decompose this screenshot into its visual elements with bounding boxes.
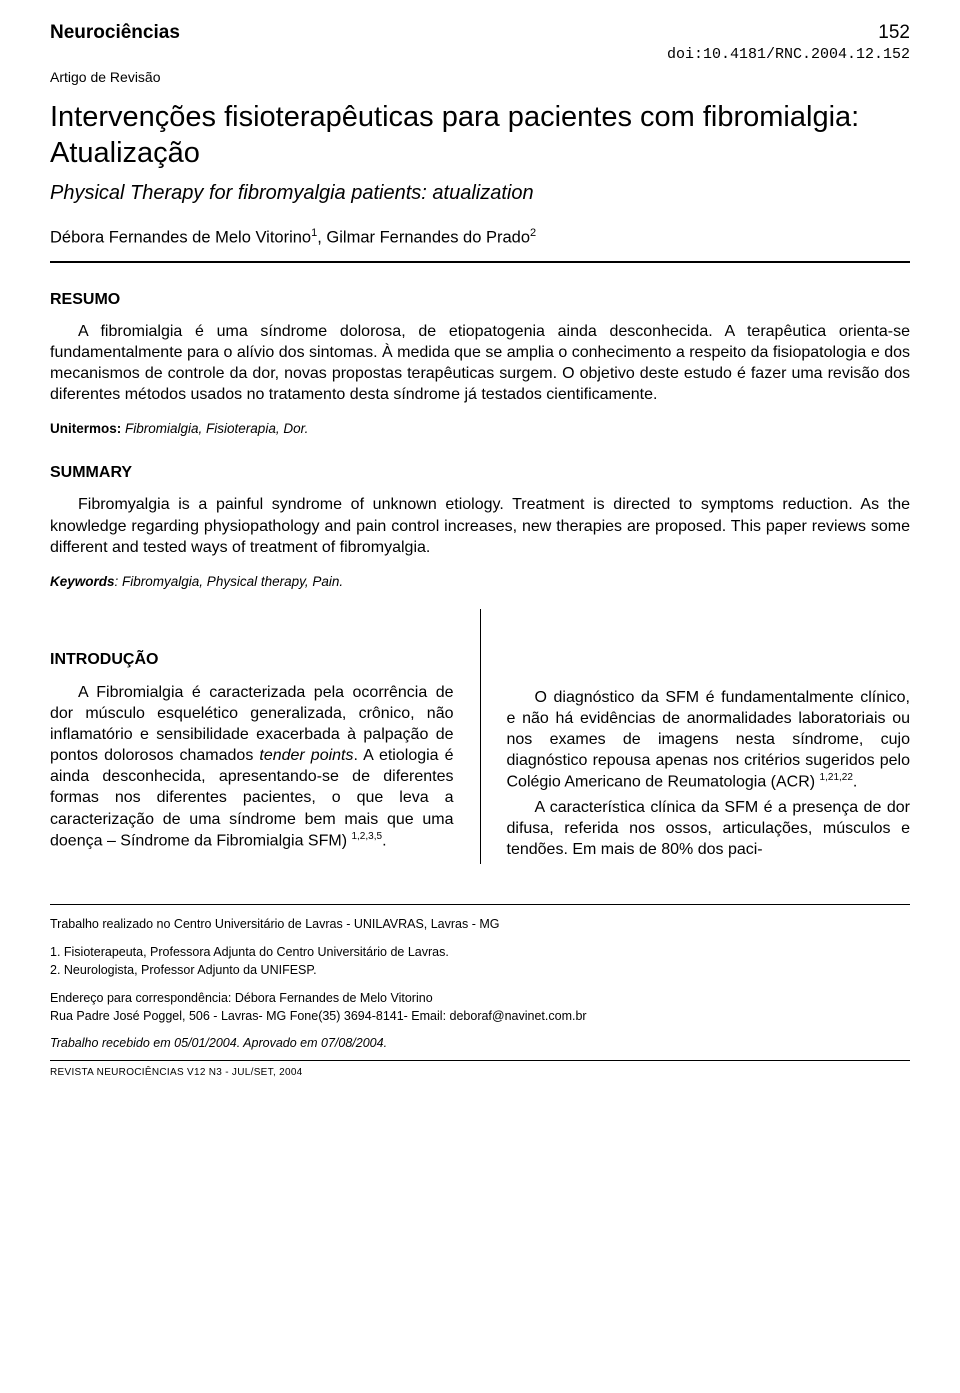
column-divider: [480, 609, 481, 864]
article-type: Artigo de Revisão: [50, 69, 910, 85]
journal-title: Neurociências: [50, 22, 180, 44]
correspondence-name: Endereço para correspondência: Débora Fe…: [50, 989, 910, 1007]
affiliation-institution: Trabalho realizado no Centro Universitár…: [50, 915, 910, 933]
resumo-heading: RESUMO: [50, 291, 910, 309]
received-approved: Trabalho recebido em 05/01/2004. Aprovad…: [50, 1036, 910, 1050]
intro-col2-p2: A característica clínica da SFM é a pres…: [507, 797, 911, 860]
resumo-text: A fibromialgia é uma síndrome dolorosa, …: [50, 321, 910, 405]
intro-col1-p1: A Fibromialgia é caracterizada pela ocor…: [50, 682, 454, 851]
title-rule: [50, 261, 910, 263]
column-left: INTRODUÇÃO A Fibromialgia é caracterizad…: [50, 649, 454, 864]
footer-rule: [50, 1060, 910, 1061]
affiliations-numbered: 1. Fisioterapeuta, Professora Adjunta do…: [50, 943, 910, 979]
footer-journal-info: REVISTA NEUROCIÊNCIAS V12 N3 - JUL/SET, …: [50, 1067, 910, 1078]
correspondence-address: Rua Padre José Poggel, 506 - Lavras- MG …: [50, 1007, 910, 1025]
authors-line: Débora Fernandes de Melo Vitorino1, Gilm…: [50, 227, 910, 248]
affiliation-2: 2. Neurologista, Professor Adjunto da UN…: [50, 961, 910, 979]
doi-text: doi:10.4181/RNC.2004.12.152: [50, 46, 910, 63]
keywords-label: Keywords: [50, 574, 115, 589]
column-right: O diagnóstico da SFM é fundamentalmente …: [507, 649, 911, 864]
article-title-en: Physical Therapy for fibromyalgia patien…: [50, 182, 910, 205]
unitermos-label: Unitermos:: [50, 421, 121, 436]
unitermos-line: Unitermos: Fibromialgia, Fisioterapia, D…: [50, 421, 910, 436]
intro-col2-p1: O diagnóstico da SFM é fundamentalmente …: [507, 687, 911, 793]
summary-heading: SUMMARY: [50, 464, 910, 482]
page-number: 152: [878, 22, 910, 44]
keywords-values: : Fibromyalgia, Physical therapy, Pain.: [115, 574, 344, 589]
unitermos-values: Fibromialgia, Fisioterapia, Dor.: [121, 421, 308, 436]
summary-text: Fibromyalgia is a painful syndrome of un…: [50, 494, 910, 557]
affiliation-1: 1. Fisioterapeuta, Professora Adjunta do…: [50, 943, 910, 961]
intro-columns: INTRODUÇÃO A Fibromialgia é caracterizad…: [50, 649, 910, 864]
keywords-line: Keywords: Fibromyalgia, Physical therapy…: [50, 574, 910, 589]
introducao-heading: INTRODUÇÃO: [50, 649, 454, 670]
correspondence-block: Endereço para correspondência: Débora Fe…: [50, 989, 910, 1025]
affil-rule-top: [50, 904, 910, 905]
article-title-pt: Intervenções fisioterapêuticas para paci…: [50, 99, 910, 172]
